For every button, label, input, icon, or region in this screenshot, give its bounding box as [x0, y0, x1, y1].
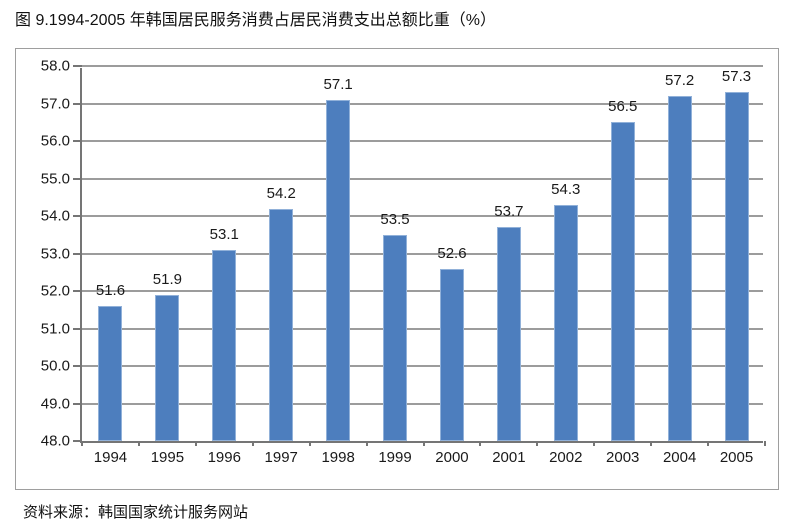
x-tick — [308, 441, 311, 446]
bar — [553, 204, 578, 441]
bar — [326, 99, 351, 441]
y-tick — [73, 140, 82, 142]
bar-value-label: 57.3 — [721, 68, 752, 86]
x-tick-label: 2002 — [549, 449, 583, 466]
x-tick-label: 1999 — [378, 449, 412, 466]
bar-value-label: 54.2 — [266, 184, 296, 202]
y-tick — [73, 215, 82, 217]
x-tick-label: 2005 — [719, 449, 754, 466]
bar-value-label: 51.6 — [95, 282, 126, 299]
gridline — [82, 215, 763, 217]
gridline — [82, 402, 763, 405]
chart-area: 48.0 49.0 50.0 51.0 52.0 53.0 54.0 55.0 56.0 57.0… — [15, 48, 779, 490]
gridline — [82, 140, 763, 142]
bar-value-label: 52.6 — [437, 244, 467, 262]
y-tick — [73, 65, 82, 67]
y-tick — [73, 402, 82, 405]
bar-value-label: 53.5 — [380, 210, 410, 228]
data-source-note: 资料来源：韩国国家统计服务网站 — [23, 504, 249, 521]
x-tick-label: 2004 — [662, 449, 697, 466]
x-tick — [422, 441, 425, 446]
bar-value-label: 57.1 — [323, 75, 353, 93]
y-tick-label: 57.0 — [40, 95, 70, 112]
gridline — [82, 290, 763, 292]
y-tick-label: 52.0 — [40, 282, 70, 300]
gridline — [82, 327, 763, 330]
bar — [269, 208, 294, 441]
bar — [439, 268, 464, 441]
x-tick-label: 1998 — [321, 449, 355, 466]
bar — [496, 227, 521, 441]
gridline — [82, 177, 763, 180]
y-tick-label: 56.0 — [40, 132, 70, 150]
bar — [610, 122, 635, 441]
x-tick — [650, 441, 653, 446]
x-tick — [251, 441, 254, 446]
gridline — [82, 252, 763, 255]
chart-title: 图 9.1994-2005 年韩国居民服务消费占居民消费支出总额比重（%） — [15, 12, 496, 29]
bar — [667, 96, 692, 441]
plot-area: 48.0 49.0 50.0 51.0 52.0 53.0 54.0 55.0 56.0 57.0… — [41, 59, 766, 465]
y-tick-label: 54.0 — [40, 207, 70, 225]
x-tick — [194, 441, 197, 446]
x-tick — [365, 441, 368, 446]
bar — [212, 249, 237, 441]
bar — [155, 294, 180, 441]
x-tick-label: 2003 — [606, 449, 640, 466]
x-tick — [707, 441, 710, 446]
bar-value-label: 54.3 — [551, 180, 581, 198]
y-tick-label: 49.0 — [40, 395, 70, 412]
y-tick — [73, 252, 82, 255]
y-tick — [73, 327, 82, 330]
x-tick-label: 1995 — [150, 449, 185, 466]
bar — [724, 92, 749, 441]
y-tick-label: 48.0 — [40, 432, 70, 450]
bar-value-label: 53.1 — [209, 225, 239, 243]
y-tick — [73, 365, 82, 367]
y-tick — [73, 177, 82, 180]
x-tick — [764, 441, 766, 446]
x-tick-label: 1996 — [207, 449, 241, 466]
x-tick-label: 2000 — [435, 449, 469, 466]
y-tick — [73, 290, 82, 292]
gridline — [82, 365, 763, 367]
bar — [383, 234, 408, 441]
bar-value-label: 57.2 — [665, 72, 695, 89]
y-tick — [73, 440, 82, 442]
bar-value-label: 53.7 — [494, 203, 524, 221]
x-tick — [593, 441, 596, 446]
x-tick — [536, 441, 539, 446]
y-tick-label: 58.0 — [40, 57, 70, 75]
y-tick-label: 51.0 — [40, 320, 70, 337]
gridline — [82, 65, 763, 67]
x-tick-label: 1997 — [264, 449, 298, 466]
y-tick — [73, 102, 82, 105]
bar — [98, 306, 123, 441]
gridline — [82, 102, 763, 105]
bar-value-label: 56.5 — [608, 98, 638, 116]
bar-value-label: 51.9 — [152, 270, 182, 288]
x-tick — [81, 441, 83, 446]
x-tick-label: 1994 — [93, 449, 128, 466]
x-tick — [479, 441, 482, 446]
y-tick-label: 53.0 — [40, 245, 70, 262]
x-tick — [137, 441, 140, 446]
x-tick-label: 2001 — [492, 449, 526, 466]
y-tick-label: 55.0 — [40, 170, 70, 187]
y-tick-label: 50.0 — [40, 357, 70, 375]
